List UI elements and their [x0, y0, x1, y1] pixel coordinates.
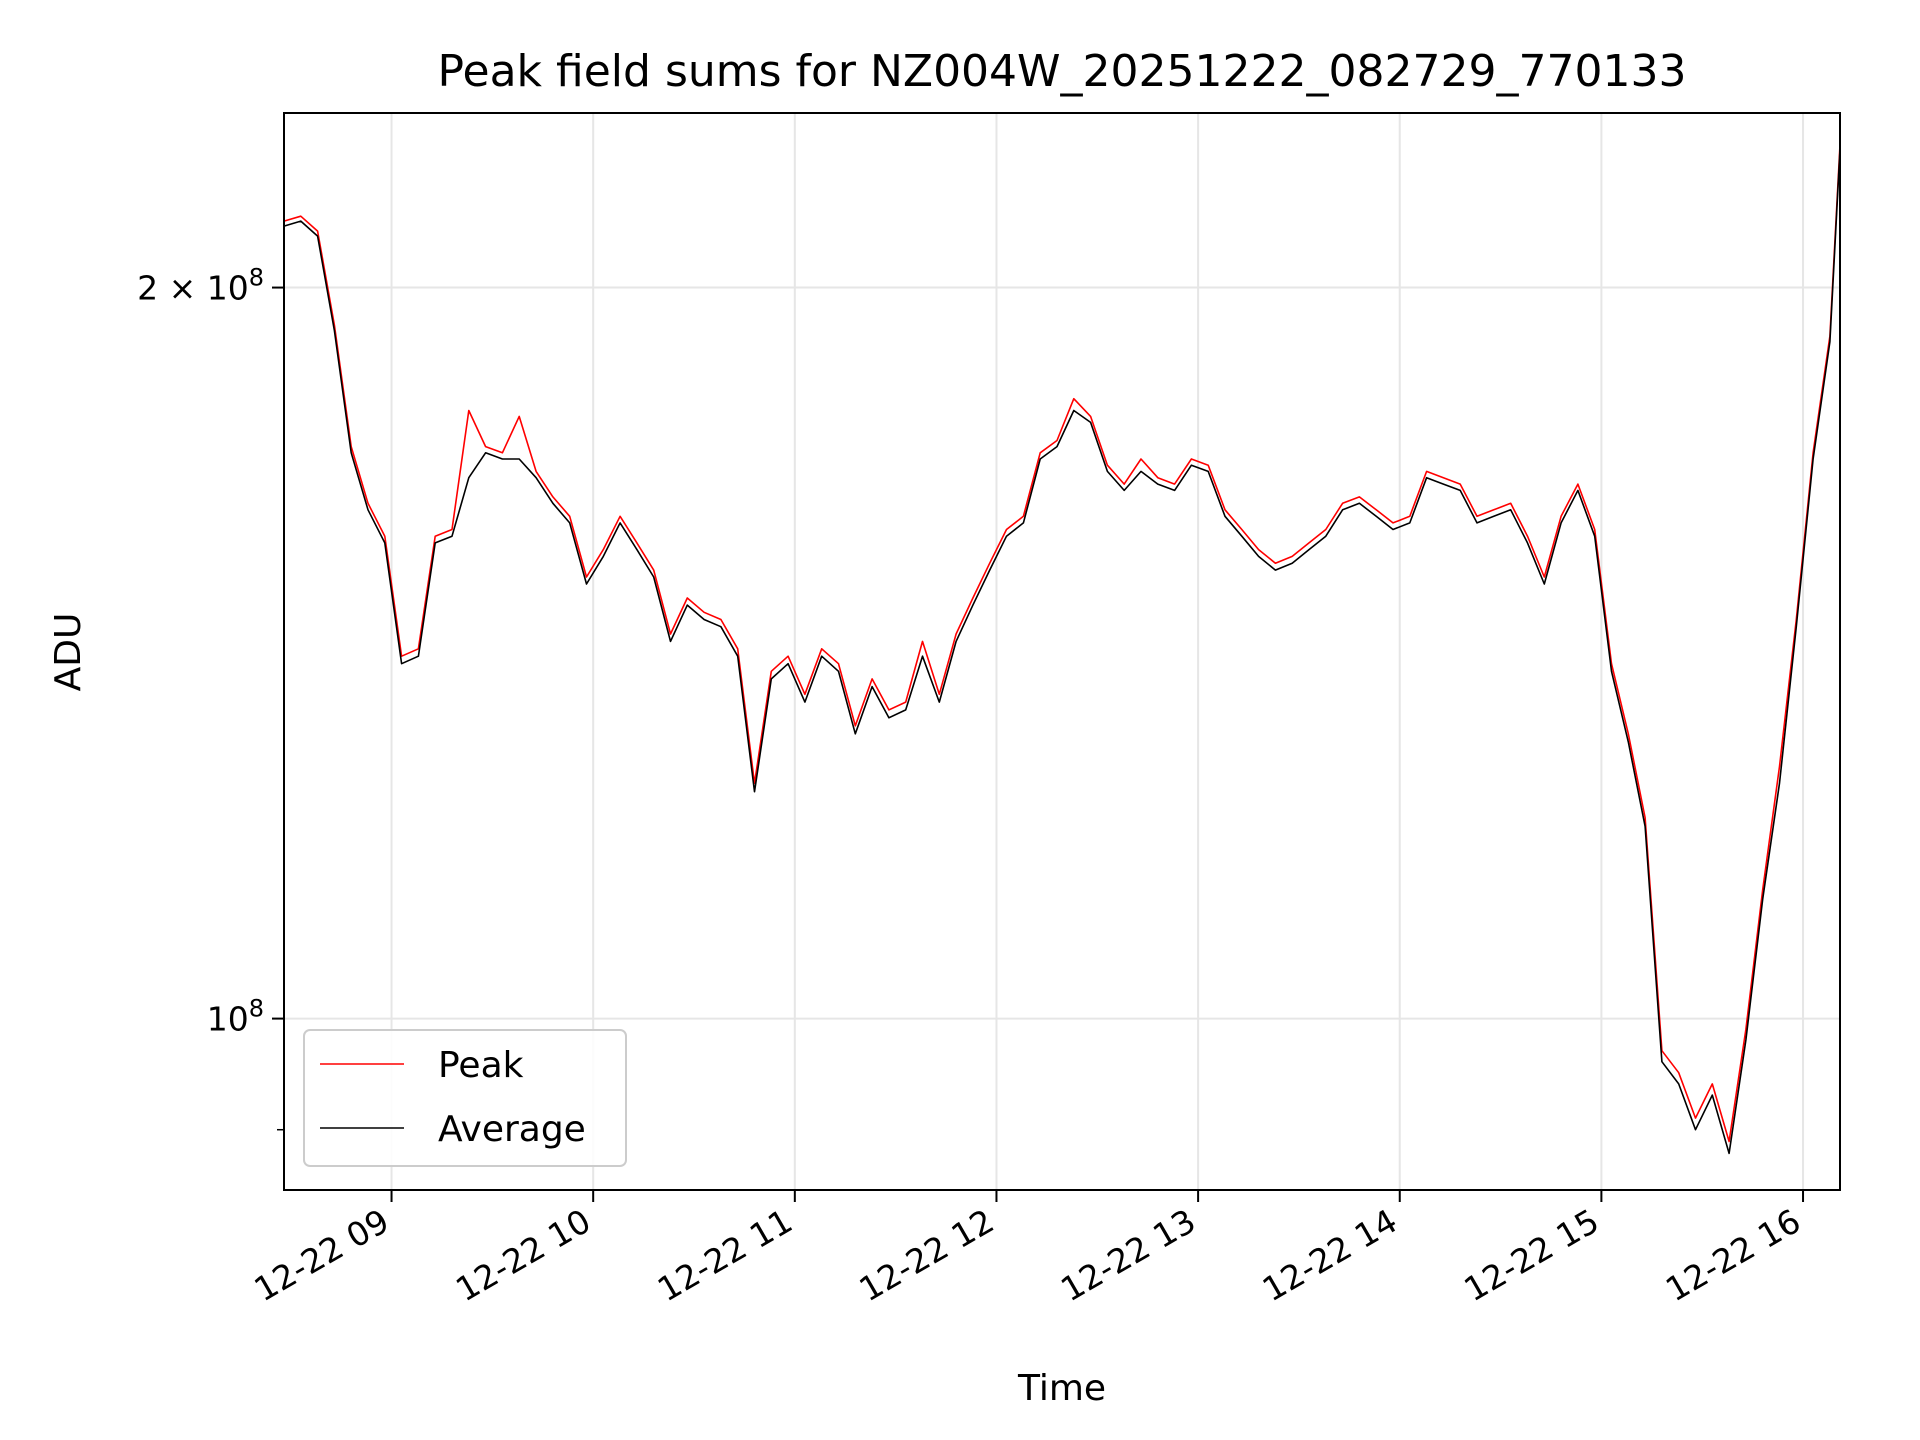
y-tick-label: 108 — [207, 995, 264, 1039]
y-tick-label: 2 × 108 — [137, 264, 264, 308]
y-axis: 108 2 × 108 — [137, 264, 284, 1131]
legend: Peak Average — [303, 1029, 627, 1167]
legend-average-label: Average — [438, 1109, 586, 1150]
series-line-peak — [283, 144, 1841, 1143]
series-layer — [283, 144, 1841, 1155]
chart-title: Peak field sums for NZ004W_20251222_0827… — [438, 46, 1687, 97]
x-axis-label: Time — [1017, 1368, 1106, 1409]
plot-frame — [283, 112, 1841, 1191]
grid — [284, 113, 1840, 1190]
y-axis-label: ADU — [48, 613, 89, 692]
legend-peak-label: Peak — [438, 1045, 524, 1086]
series-line-average — [283, 149, 1841, 1155]
